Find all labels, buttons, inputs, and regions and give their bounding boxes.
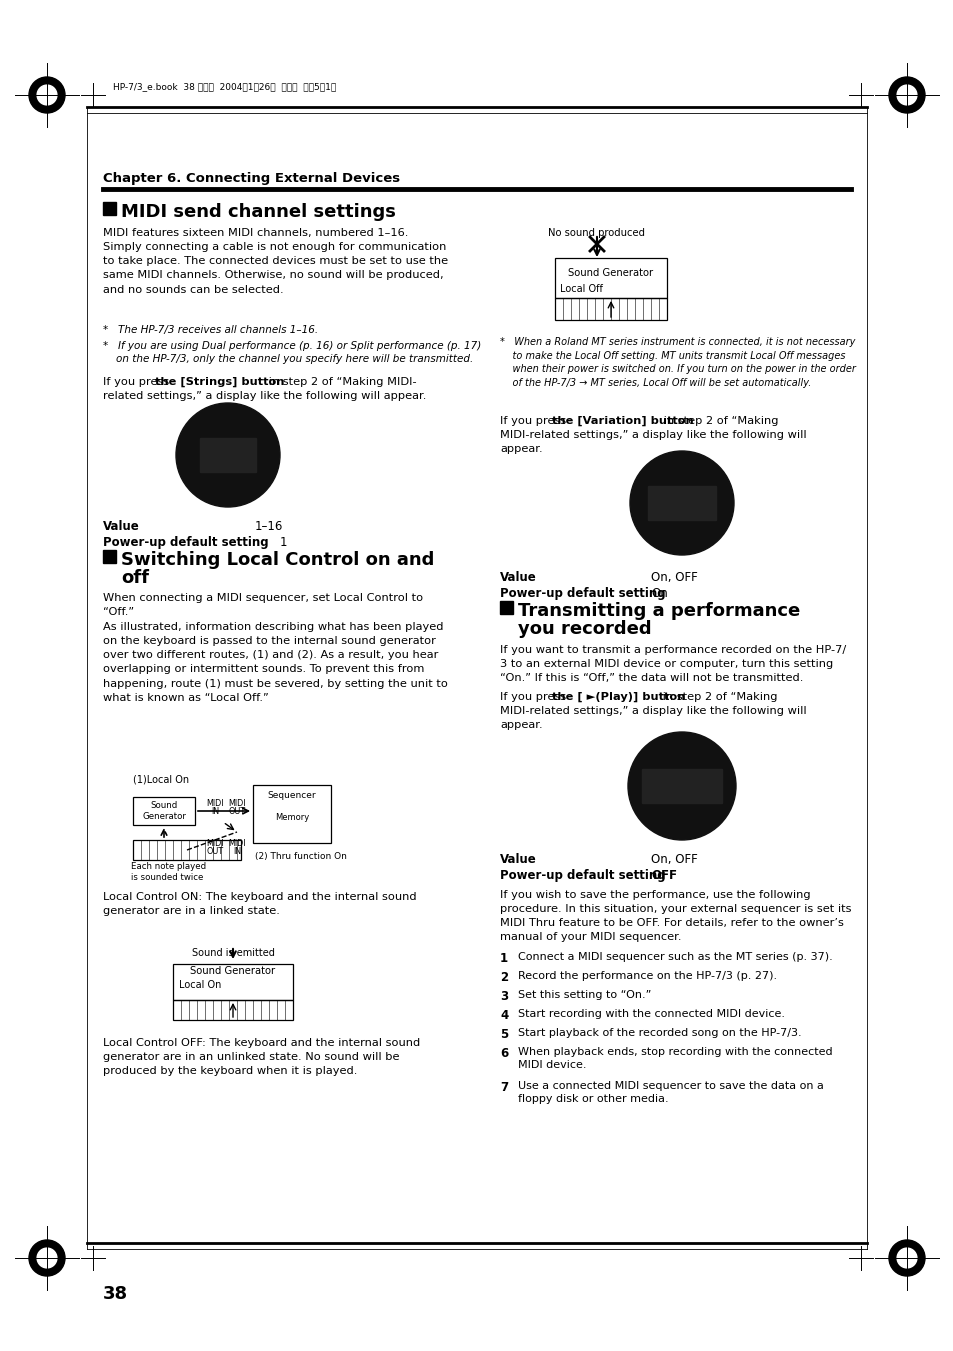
Text: 1: 1 xyxy=(227,449,245,477)
Text: Sequencer: Sequencer xyxy=(268,790,316,800)
Circle shape xyxy=(888,1240,924,1275)
Text: Record the performance on the HP-7/3 (p. 27).: Record the performance on the HP-7/3 (p.… xyxy=(517,971,777,981)
Text: Transmitting a performance: Transmitting a performance xyxy=(517,603,800,620)
Text: the [ ►(Play)] button: the [ ►(Play)] button xyxy=(552,692,684,703)
Text: 5: 5 xyxy=(499,1028,508,1042)
Text: MIDI: MIDI xyxy=(206,839,224,848)
Bar xyxy=(132,840,241,861)
Bar xyxy=(641,769,721,802)
Text: If you press: If you press xyxy=(103,377,172,386)
Text: MIDI features sixteen MIDI channels, numbered 1–16.
Simply connecting a cable is: MIDI features sixteen MIDI channels, num… xyxy=(103,228,448,295)
Text: Value: Value xyxy=(499,852,537,866)
Text: MIDI: MIDI xyxy=(206,798,224,808)
Text: Power-up default setting: Power-up default setting xyxy=(103,536,269,549)
Text: in step 2 of “Making: in step 2 of “Making xyxy=(659,416,778,426)
Text: HP-7/3_e.book  38 ページ  2004年1月26日  月曜日  午後5晎1分: HP-7/3_e.book 38 ページ 2004年1月26日 月曜日 午後5晎… xyxy=(112,82,335,92)
Text: Local Control ON: The keyboard and the internal sound
generator are in a linked : Local Control ON: The keyboard and the i… xyxy=(103,892,416,916)
Circle shape xyxy=(37,85,57,105)
Text: the [Variation] button: the [Variation] button xyxy=(552,416,693,427)
Text: 38: 38 xyxy=(103,1285,128,1302)
Text: Sound Generator: Sound Generator xyxy=(568,267,653,278)
Bar xyxy=(200,438,255,471)
Text: related settings,” a display like the following will appear.: related settings,” a display like the fo… xyxy=(103,390,426,401)
Text: On, OFF: On, OFF xyxy=(650,571,697,584)
Text: If you press: If you press xyxy=(499,416,569,426)
Text: On, OFF: On, OFF xyxy=(650,852,697,866)
Text: off: off xyxy=(121,569,149,586)
Bar xyxy=(555,258,666,299)
Text: 6: 6 xyxy=(499,1047,508,1061)
Text: Start playback of the recorded song on the HP-7/3.: Start playback of the recorded song on t… xyxy=(517,1028,801,1038)
Circle shape xyxy=(888,77,924,113)
Text: Sound
Generator: Sound Generator xyxy=(142,801,186,821)
Circle shape xyxy=(29,77,65,113)
Text: MIDI send channel settings: MIDI send channel settings xyxy=(121,203,395,222)
Text: On: On xyxy=(650,586,667,600)
Text: 4: 4 xyxy=(499,1009,508,1021)
Text: Memory: Memory xyxy=(274,813,309,821)
Text: Local Control OFF: The keyboard and the internal sound
generator are in an unlin: Local Control OFF: The keyboard and the … xyxy=(103,1038,420,1077)
Text: in step 2 of “Making MIDI-: in step 2 of “Making MIDI- xyxy=(265,377,416,386)
Circle shape xyxy=(896,85,916,105)
Text: IN: IN xyxy=(211,807,219,816)
Text: If you want to transmit a performance recorded on the HP-7/
3 to an external MID: If you want to transmit a performance re… xyxy=(499,644,845,684)
Circle shape xyxy=(896,1248,916,1267)
Text: No sound produced: No sound produced xyxy=(548,228,645,238)
Text: Value: Value xyxy=(499,571,537,584)
Text: Sound is emitted: Sound is emitted xyxy=(192,948,274,958)
Text: (1)Local On: (1)Local On xyxy=(132,775,189,785)
Text: *   The HP-7/3 receives all channels 1–16.: * The HP-7/3 receives all channels 1–16. xyxy=(103,326,317,335)
Text: MIDI-related settings,” a display like the following will: MIDI-related settings,” a display like t… xyxy=(499,430,806,440)
Text: 3: 3 xyxy=(499,990,508,1002)
Circle shape xyxy=(37,1248,57,1267)
Text: Set this setting to “On.”: Set this setting to “On.” xyxy=(517,990,651,1000)
Text: When connecting a MIDI sequencer, set Local Control to
“Off.”: When connecting a MIDI sequencer, set Lo… xyxy=(103,593,423,617)
Text: 1–16: 1–16 xyxy=(254,520,283,534)
Text: 7: 7 xyxy=(499,1081,508,1094)
Text: OFF: OFF xyxy=(650,869,677,882)
Text: Connect a MIDI sequencer such as the MT series (p. 37).: Connect a MIDI sequencer such as the MT … xyxy=(517,952,832,962)
Text: the [Strings] button: the [Strings] button xyxy=(154,377,284,388)
Text: appear.: appear. xyxy=(499,720,542,730)
Text: OFF: OFF xyxy=(657,780,706,808)
Text: If you wish to save the performance, use the following
procedure. In this situat: If you wish to save the performance, use… xyxy=(499,890,851,943)
Bar xyxy=(499,601,513,613)
Text: MIDI: MIDI xyxy=(228,839,246,848)
Text: As illustrated, information describing what has been played
on the keyboard is p: As illustrated, information describing w… xyxy=(103,621,447,703)
Text: Local Off: Local Off xyxy=(559,284,602,295)
Text: (2) Thru function On: (2) Thru function On xyxy=(254,852,347,861)
Text: Use a connected MIDI sequencer to save the data on a
floppy disk or other media.: Use a connected MIDI sequencer to save t… xyxy=(517,1081,823,1104)
Text: If you press: If you press xyxy=(499,692,569,703)
Text: Each note played
is sounded twice: Each note played is sounded twice xyxy=(131,862,206,882)
Bar xyxy=(172,1000,293,1020)
Text: On: On xyxy=(664,497,698,526)
Text: 2: 2 xyxy=(499,971,508,984)
Text: *   If you are using Dual performance (p. 16) or Split performance (p. 17)
    o: * If you are using Dual performance (p. … xyxy=(103,340,480,365)
Text: IN: IN xyxy=(233,847,241,857)
Bar xyxy=(647,486,716,520)
Circle shape xyxy=(175,403,280,507)
Circle shape xyxy=(629,451,733,555)
Text: Local On: Local On xyxy=(179,979,221,990)
Text: 1: 1 xyxy=(280,536,287,549)
Bar xyxy=(103,550,116,563)
Text: *   When a Roland MT series instrument is connected, it is not necessary
    to : * When a Roland MT series instrument is … xyxy=(499,336,855,388)
Text: MIDI-related settings,” a display like the following will: MIDI-related settings,” a display like t… xyxy=(499,707,806,716)
Text: Switching Local Control on and: Switching Local Control on and xyxy=(121,551,434,569)
Text: Power-up default setting: Power-up default setting xyxy=(499,586,665,600)
Bar xyxy=(132,797,194,825)
Bar xyxy=(253,785,331,843)
Bar xyxy=(555,299,666,320)
Text: Start recording with the connected MIDI device.: Start recording with the connected MIDI … xyxy=(517,1009,784,1019)
Text: OUT: OUT xyxy=(228,807,245,816)
Text: MIDI: MIDI xyxy=(228,798,246,808)
Bar xyxy=(172,965,293,1000)
Circle shape xyxy=(627,732,735,840)
Text: Chapter 6. Connecting External Devices: Chapter 6. Connecting External Devices xyxy=(103,172,399,185)
Text: When playback ends, stop recording with the connected
MIDI device.: When playback ends, stop recording with … xyxy=(517,1047,832,1070)
Text: OUT: OUT xyxy=(206,847,223,857)
Text: appear.: appear. xyxy=(499,444,542,454)
Text: Sound Generator: Sound Generator xyxy=(191,966,275,975)
Text: 1: 1 xyxy=(499,952,508,965)
Text: Value: Value xyxy=(103,520,139,534)
